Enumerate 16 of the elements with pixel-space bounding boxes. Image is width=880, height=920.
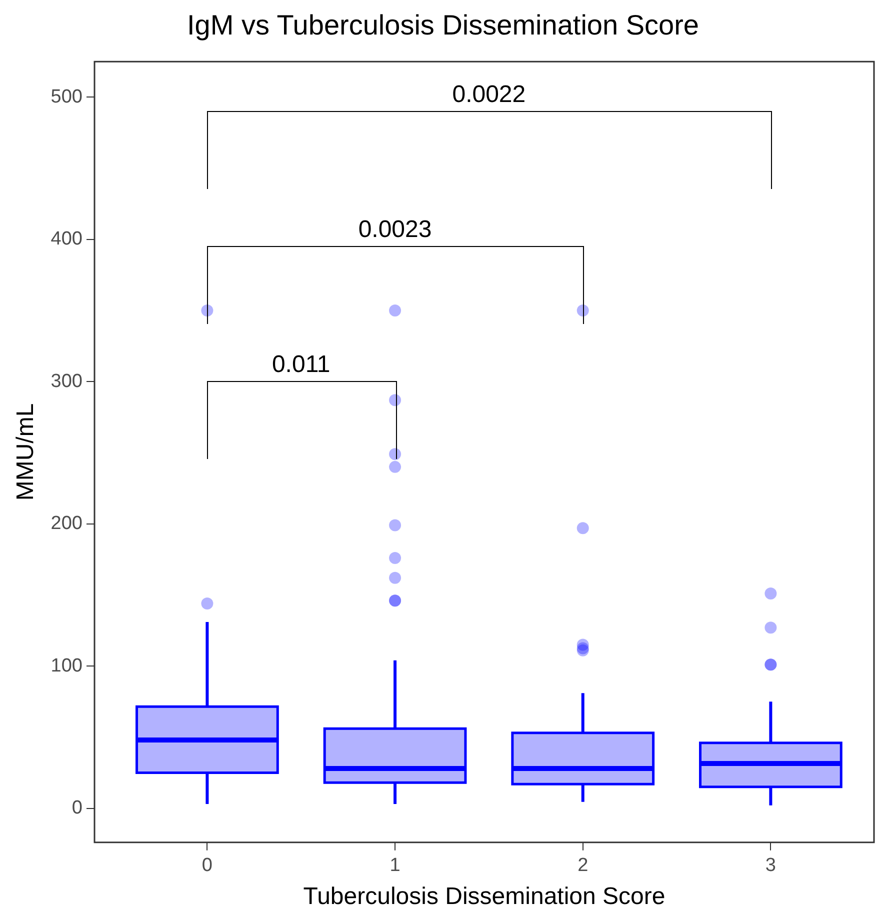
- annotation: 0.0023: [357, 216, 433, 244]
- x-tick-label: 2: [578, 855, 588, 876]
- y-tick-label: 100: [50, 655, 82, 676]
- y-tick-label: 400: [50, 228, 82, 250]
- x-axis-title: Tuberculosis Dissemination Score: [303, 883, 666, 910]
- x-tick-label: 3: [765, 855, 776, 876]
- x-tick-label: 0: [202, 855, 212, 876]
- y-axis-title: MMU/mL: [12, 403, 40, 501]
- y-tick-label: 300: [50, 370, 82, 392]
- chart-title: IgM vs Tuberculosis Dissemination Score: [187, 10, 699, 41]
- y-tick-label: 200: [50, 513, 82, 534]
- x-tick-label: 1: [390, 855, 400, 876]
- y-tick-label: 500: [50, 86, 82, 108]
- annotation: 0.0022: [451, 80, 527, 109]
- annotation: 0.011: [270, 350, 332, 379]
- y-tick-label: 0: [72, 798, 82, 818]
